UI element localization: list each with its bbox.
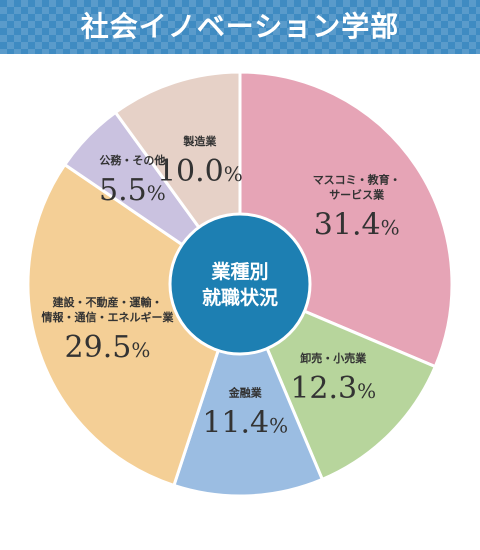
- pie-labels: マスコミ・教育・サービス業 31.4% 卸売・小売業 12.3% 金融業 11.4% 建設・…: [41, 134, 400, 441]
- slice-value-label: 29.5%: [65, 330, 151, 365]
- center-label: 業種別: [210, 260, 268, 283]
- slice-category-label: サービス業: [329, 188, 385, 202]
- slice-value-label: 12.3%: [290, 371, 376, 406]
- slice-category-label: 卸売・小売業: [300, 351, 367, 365]
- slice-category-label: 金融業: [228, 385, 263, 399]
- slice-label-group: 建設・不動産・運輸・情報・通信・エネルギー業 29.5%: [41, 295, 174, 365]
- header-banner: 社会イノベーション学部: [0, 0, 480, 54]
- slice-category-label: 製造業: [182, 134, 217, 148]
- slice-label-group: 卸売・小売業 12.3%: [290, 351, 376, 406]
- pie-chart: マスコミ・教育・サービス業 31.4% 卸売・小売業 12.3% 金融業 11.4% 建設・…: [26, 70, 454, 498]
- slice-category-label: 建設・不動産・運輸・: [52, 295, 162, 309]
- center-badge: [168, 212, 312, 356]
- slice-category-label: 公務・その他: [99, 153, 165, 167]
- slice-category-label: 情報・通信・エネルギー業: [41, 310, 174, 324]
- slice-label-group: マスコミ・教育・サービス業 31.4%: [313, 173, 401, 243]
- slice-value-label: 31.4%: [314, 208, 400, 243]
- page-title: 社会イノベーション学部: [80, 10, 400, 43]
- slice-category-label: マスコミ・教育・: [313, 173, 401, 187]
- slice-label-group: 金融業 11.4%: [202, 385, 288, 440]
- slice-value-label: 5.5%: [99, 173, 166, 208]
- pie-slice: [172, 279, 325, 498]
- slice-value-label: 11.4%: [202, 405, 288, 440]
- slice-label-group: 製造業 10.0%: [157, 134, 243, 189]
- pie-slice: [26, 162, 242, 488]
- center-label: 就職状況: [202, 286, 278, 309]
- slice-value-label: 10.0%: [157, 154, 243, 189]
- slice-label-group: 公務・その他 5.5%: [99, 153, 166, 208]
